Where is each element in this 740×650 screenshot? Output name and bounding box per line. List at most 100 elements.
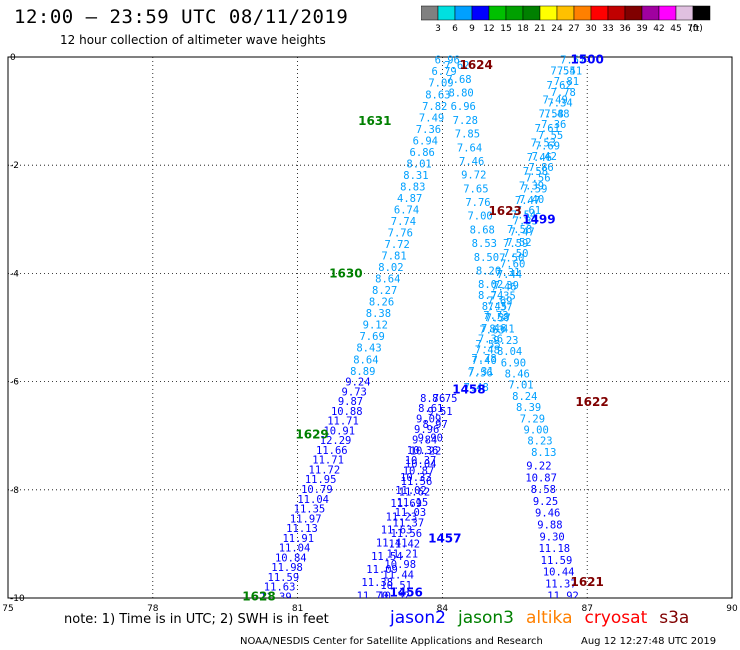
wave-height-value: 7.58 <box>484 312 509 324</box>
wave-height-value: 8.97 <box>423 419 448 431</box>
wave-height-value: 11.21 <box>386 549 418 561</box>
x-tick-label: 90 <box>726 604 738 614</box>
pass-id-label: 1624 <box>459 58 492 72</box>
wave-height-value: 7.36 <box>541 119 566 131</box>
wave-height-value: 11.98 <box>271 562 303 574</box>
wave-height-value: 11.41 <box>376 538 408 550</box>
wave-height-value: 7.82 <box>422 101 447 113</box>
wave-height-value: 7.55 <box>538 130 563 142</box>
pass-id-label: 1623 <box>488 204 521 218</box>
wave-height-value: 11.69 <box>390 498 422 510</box>
wave-height-value: 7.36 <box>416 124 441 136</box>
wave-height-value: 8.74 <box>478 290 503 302</box>
wave-height-value: 8.39 <box>516 402 541 414</box>
y-tick-label: -4 <box>10 269 19 279</box>
wave-height-value: 11.56 <box>391 528 423 540</box>
wave-height-value: 8.76 <box>420 393 445 405</box>
wave-height-value: 11.97 <box>290 513 322 525</box>
wave-height-value: 11.71 <box>327 416 359 428</box>
wave-height-value: 11.09 <box>366 564 398 576</box>
colorbar-tick-label: 6 <box>452 24 458 34</box>
wave-height-value: 11.95 <box>305 474 337 486</box>
wave-height-value: 8.80 <box>448 88 473 100</box>
wave-height-value: 8.23 <box>527 436 552 448</box>
wave-height-value: 8.45 <box>482 301 507 313</box>
wave-height-value: 7.09 <box>428 78 453 90</box>
wave-height-value: 11.56 <box>401 476 433 488</box>
wave-height-value: 9.84 <box>412 434 437 446</box>
wave-height-value: 7.31 <box>468 366 493 378</box>
wave-height-value: 7.61 <box>535 123 560 135</box>
wave-height-value: 9.09 <box>416 414 441 426</box>
colorbar-tick-label: 3 <box>435 24 441 34</box>
wave-height-value: 10.36 <box>407 445 439 457</box>
wave-height-value: 7.55 <box>475 339 500 351</box>
wave-height-value: 8.64 <box>375 274 400 286</box>
wave-height-value: 7.47 <box>515 195 540 207</box>
wave-height-value: 7.56 <box>525 173 550 185</box>
pass-id-label: 1458 <box>452 383 485 397</box>
wave-height-value: 8.43 <box>356 343 381 355</box>
y-tick-label: -2 <box>10 161 19 171</box>
wave-height-value: 12.29 <box>320 435 352 447</box>
wave-height-value: 9.23 <box>493 335 518 347</box>
colorbar-tick-label: 18 <box>517 24 529 34</box>
legend-item: altika <box>526 608 573 628</box>
wave-height-value: 9.51 <box>427 406 452 418</box>
wave-height-value: 11.62 <box>399 486 431 498</box>
colorbar-unit: (ft) <box>689 24 703 34</box>
wave-height-value: 10.88 <box>331 406 363 418</box>
wave-height-value: 10.79 <box>301 484 333 496</box>
x-tick-label: 75 <box>2 604 13 614</box>
wave-height-value: 8.04 <box>497 346 522 358</box>
wave-height-value: 8.01 <box>406 158 431 170</box>
pass-id-label: 1630 <box>329 266 362 280</box>
wave-height-value: 9.22 <box>526 460 551 472</box>
wave-height-value: 7.78 <box>551 87 576 99</box>
wave-height-value: 11.59 <box>268 572 300 584</box>
wave-height-value: 8.24 <box>512 391 537 403</box>
wave-height-value: 7.64 <box>457 142 482 154</box>
wave-height-value: 8.46 <box>505 368 530 380</box>
wave-height-value: 7.35 <box>491 291 516 303</box>
wave-height-value: 7.47 <box>509 226 534 238</box>
wave-height-value: 7.62 <box>546 80 571 92</box>
wave-height-value: 10.84 <box>275 552 307 564</box>
colorbar-tick-label: 21 <box>534 24 545 34</box>
wave-height-value: 8.13 <box>531 447 556 459</box>
wave-height-value: 8.02 <box>378 262 403 274</box>
footer-timestamp: Aug 12 12:27:48 UTC 2019 <box>581 636 717 647</box>
wave-height-value: 7.59 <box>503 238 528 250</box>
wave-height-value: 6.96 <box>435 55 460 67</box>
colorbar-tick-label: 15 <box>500 24 511 34</box>
colorbar-tick-label: 70 <box>687 24 699 34</box>
wave-height-value: 7.40 <box>519 194 544 206</box>
colorbar-tick-label: 24 <box>551 24 563 34</box>
y-tick-label: 0 <box>10 53 16 63</box>
wave-height-value: 9.24 <box>345 377 370 389</box>
wave-height-value: 10.87 <box>525 472 557 484</box>
wave-height-value: 8.58 <box>531 484 556 496</box>
wave-height-value: 7.49 <box>543 94 568 106</box>
colorbar-tick-label: 42 <box>653 24 664 34</box>
wave-height-value: 7.68 <box>446 74 471 86</box>
wave-height-value: 9.00 <box>524 425 549 437</box>
wave-height-value: 9.87 <box>338 396 363 408</box>
pass-id-label: 1628 <box>242 589 275 603</box>
wave-height-value: 8.38 <box>366 308 391 320</box>
units-note: note: 1) Time is in UTC; 2) SWH is in fe… <box>64 612 329 627</box>
wave-height-value: 7.65 <box>463 183 488 195</box>
wave-height-value: 10.44 <box>543 567 575 579</box>
colorbar-tick-label: 27 <box>568 24 579 34</box>
data-layer: 11.3911.6311.5911.9810.8411.0411.9111.13… <box>260 55 585 598</box>
wave-height-value: 7.74 <box>391 216 416 228</box>
wave-height-value: 7.36 <box>478 334 503 346</box>
wave-height-value: 9.72 <box>461 170 486 182</box>
wave-height-value: 7.01 <box>508 380 533 392</box>
wave-height-value: 11.04 <box>279 543 311 555</box>
wave-height-value: 9.25 <box>533 496 558 508</box>
wave-height-value: 8.75 <box>432 393 457 405</box>
wave-height-value: 7.49 <box>419 112 444 124</box>
wave-height-value: 10.91 <box>323 425 355 437</box>
colorbar-tick-label: 36 <box>619 24 631 34</box>
